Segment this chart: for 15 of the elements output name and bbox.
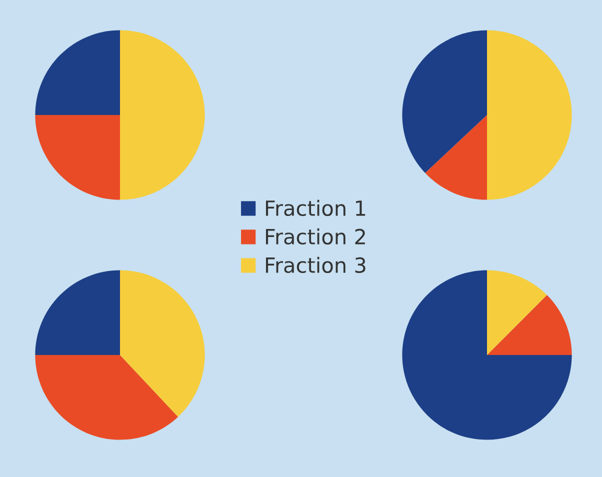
legend-label: Fraction 2 xyxy=(266,228,365,245)
legend-label: Fraction 1 xyxy=(266,200,366,216)
pie-slice xyxy=(35,30,120,115)
legend-label: Fraction 3 xyxy=(266,256,366,274)
pie-slice xyxy=(120,30,205,200)
pie-slice xyxy=(35,355,178,440)
pie-slice xyxy=(487,295,572,355)
pie-slice xyxy=(487,270,547,355)
pie-slice xyxy=(35,270,120,355)
pie-slice xyxy=(487,30,572,200)
pie-slice xyxy=(402,270,572,440)
pie-slice xyxy=(35,115,120,200)
pie-slice xyxy=(120,270,205,417)
pie-slice xyxy=(402,30,487,174)
pie-slice xyxy=(425,115,487,200)
